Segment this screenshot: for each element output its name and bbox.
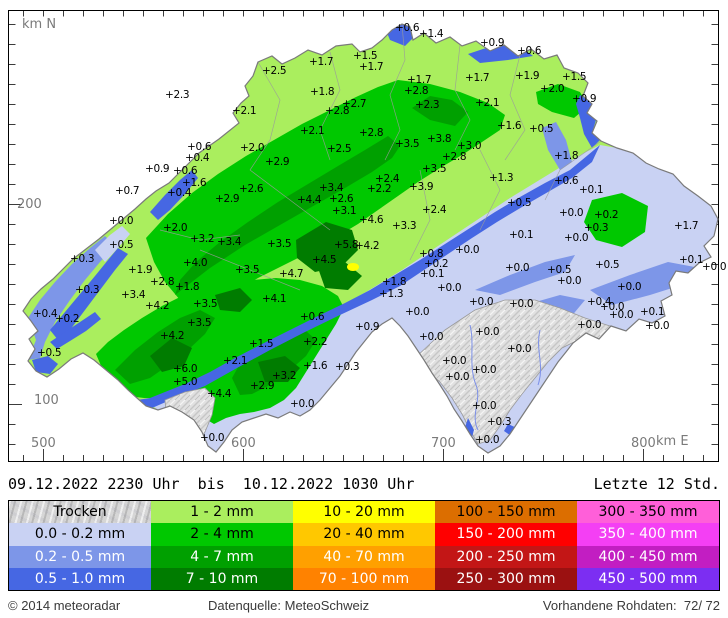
axis-tick-label-x800: 800	[631, 436, 656, 451]
footer-data-source: Datenquelle: MeteoSchweiz	[208, 598, 370, 613]
axis-ticks	[9, 11, 718, 461]
legend-cell: Trocken	[9, 501, 151, 524]
switzerland-map-canvas	[8, 10, 719, 462]
precipitation-legend: Trocken 0.0 - 0.2 mm 0.2 - 0.5 mm 0.5 - 1.0…	[8, 500, 720, 591]
legend-cell: 350 - 400 mm	[577, 523, 719, 546]
axis-tick-label-y100: 100	[34, 393, 59, 408]
legend-cell: 300 - 350 mm	[577, 501, 719, 524]
legend-column: 300 - 350 mm 350 - 400 mm 400 - 450 mm 450 …	[577, 501, 719, 590]
legend-cell: 0.0 - 0.2 mm	[9, 523, 151, 546]
legend-cell: 20 - 40 mm	[293, 523, 435, 546]
legend-cell: 400 - 450 mm	[577, 545, 719, 568]
legend-cell: 70 - 100 mm	[293, 567, 435, 590]
footer-copyright: © 2014 meteoradar	[8, 598, 121, 613]
legend-column: 100 - 150 mm 150 - 200 mm 200 - 250 mm 250 …	[435, 501, 577, 590]
period-range-label: Letzte 12 Std.	[593, 475, 720, 493]
legend-cell: 0.2 - 0.5 mm	[9, 545, 151, 568]
axis-unit-north: km N	[22, 17, 57, 32]
legend-cell: 100 - 150 mm	[435, 501, 577, 524]
axis-unit-east: km E	[656, 434, 689, 449]
yellow-max-spot	[347, 263, 359, 271]
legend-cell: 2 - 4 mm	[151, 523, 293, 546]
axis-tick-label-x700: 700	[431, 436, 456, 451]
legend-column: 10 - 20 mm 20 - 40 mm 40 - 70 mm 70 - 100 m…	[293, 501, 435, 590]
switzerland-border	[22, 23, 719, 454]
legend-cell: 10 - 20 mm	[293, 501, 435, 524]
legend-cell: 450 - 500 mm	[577, 567, 719, 590]
legend-cell: 7 - 10 mm	[151, 567, 293, 590]
period-text: 09.12.2022 2230 Uhr bis 10.12.2022 1030 …	[8, 475, 415, 493]
legend-column: 1 - 2 mm 2 - 4 mm 4 - 7 mm 7 - 10 mm	[151, 501, 293, 590]
canton-borders	[159, 24, 602, 291]
precipitation-map: +0.6 +1.4 +0.9 +0.6 +1.5 +1.7 +1.7 +2.5 +1.7 +1.7…	[8, 10, 727, 462]
axis-tick-label-y200: 200	[17, 197, 42, 212]
footer: © 2014 meteoradar Datenquelle: MeteoSchw…	[0, 598, 728, 616]
legend-cell: 150 - 200 mm	[435, 523, 577, 546]
legend-cell: 250 - 300 mm	[435, 567, 577, 590]
axis-tick-label-x600: 600	[231, 436, 256, 451]
legend-cell: 4 - 7 mm	[151, 545, 293, 568]
legend-column: Trocken 0.0 - 0.2 mm 0.2 - 0.5 mm 0.5 - 1.0…	[9, 501, 151, 590]
legend-cell: 1 - 2 mm	[151, 501, 293, 524]
legend-cell: 200 - 250 mm	[435, 545, 577, 568]
footer-raw-data-count: Vorhandene Rohdaten: 72/ 72	[542, 598, 720, 613]
legend-cell: 0.5 - 1.0 mm	[9, 567, 151, 590]
period-line: 09.12.2022 2230 Uhr bis 10.12.2022 1030 …	[0, 475, 728, 495]
axis-tick-label-x500: 500	[31, 436, 56, 451]
legend-cell: 40 - 70 mm	[293, 545, 435, 568]
